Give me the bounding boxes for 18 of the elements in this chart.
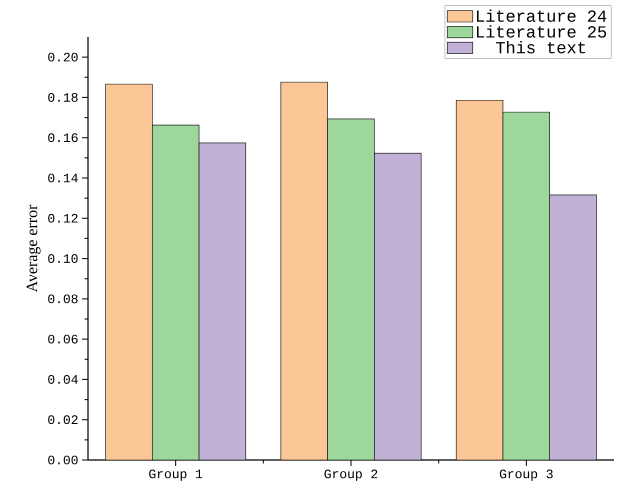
y-axis-title: Average error	[26, 204, 41, 292]
y-tick-label: 0.00	[48, 456, 78, 464]
y-tick-label: 0.06	[48, 334, 78, 344]
y-tick-label: 0.12	[48, 214, 78, 223]
y-tick-label: 0.14	[48, 174, 78, 182]
y-tick-label: 0.08	[48, 294, 78, 304]
x-tick-label: Group 3	[500, 470, 553, 481]
x-tick-label: Group 2	[324, 470, 378, 481]
legend-label: Literature 24	[477, 9, 606, 22]
x-tick-label: Group 1	[149, 470, 202, 481]
y-tick-label: 0.20	[48, 52, 78, 62]
y-tick-label: 0.18	[48, 93, 78, 102]
y-tick-label: 0.04	[48, 375, 78, 384]
y-tick-label: 0.02	[48, 415, 78, 424]
legend-label: Literature 25	[477, 25, 606, 38]
y-tick-label: 0.16	[48, 133, 78, 142]
legend-label: This text	[496, 40, 586, 54]
y-tick-label: 0.10	[48, 254, 78, 263]
